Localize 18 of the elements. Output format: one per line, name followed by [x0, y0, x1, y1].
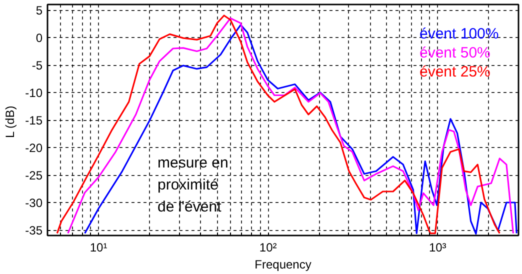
x-axis-title: Frequency: [254, 258, 312, 272]
y-tick-label: -5: [32, 58, 43, 72]
y-tick-label: -10: [25, 86, 43, 100]
annotation: mesure en proximité de l'évent: [158, 154, 228, 216]
text: évent 25%: [420, 64, 490, 80]
y-axis-title: L (dB): [3, 106, 18, 138]
y-tick-label: -15: [25, 114, 43, 128]
text: évent 100%: [420, 26, 499, 42]
y-tick-label: -20: [25, 141, 43, 155]
x-tick-label: 10³: [428, 240, 446, 254]
x-tick-label: 10²: [259, 240, 277, 254]
text: évent 50%: [420, 44, 490, 62]
x-tick-label: 10¹: [90, 240, 108, 254]
y-tick-label: 0: [36, 31, 43, 45]
y-tick-label: -30: [25, 196, 43, 210]
y-tick-label: -35: [25, 224, 43, 238]
y-tick-label: -25: [25, 168, 43, 182]
y-tick-label: 5: [36, 4, 43, 18]
